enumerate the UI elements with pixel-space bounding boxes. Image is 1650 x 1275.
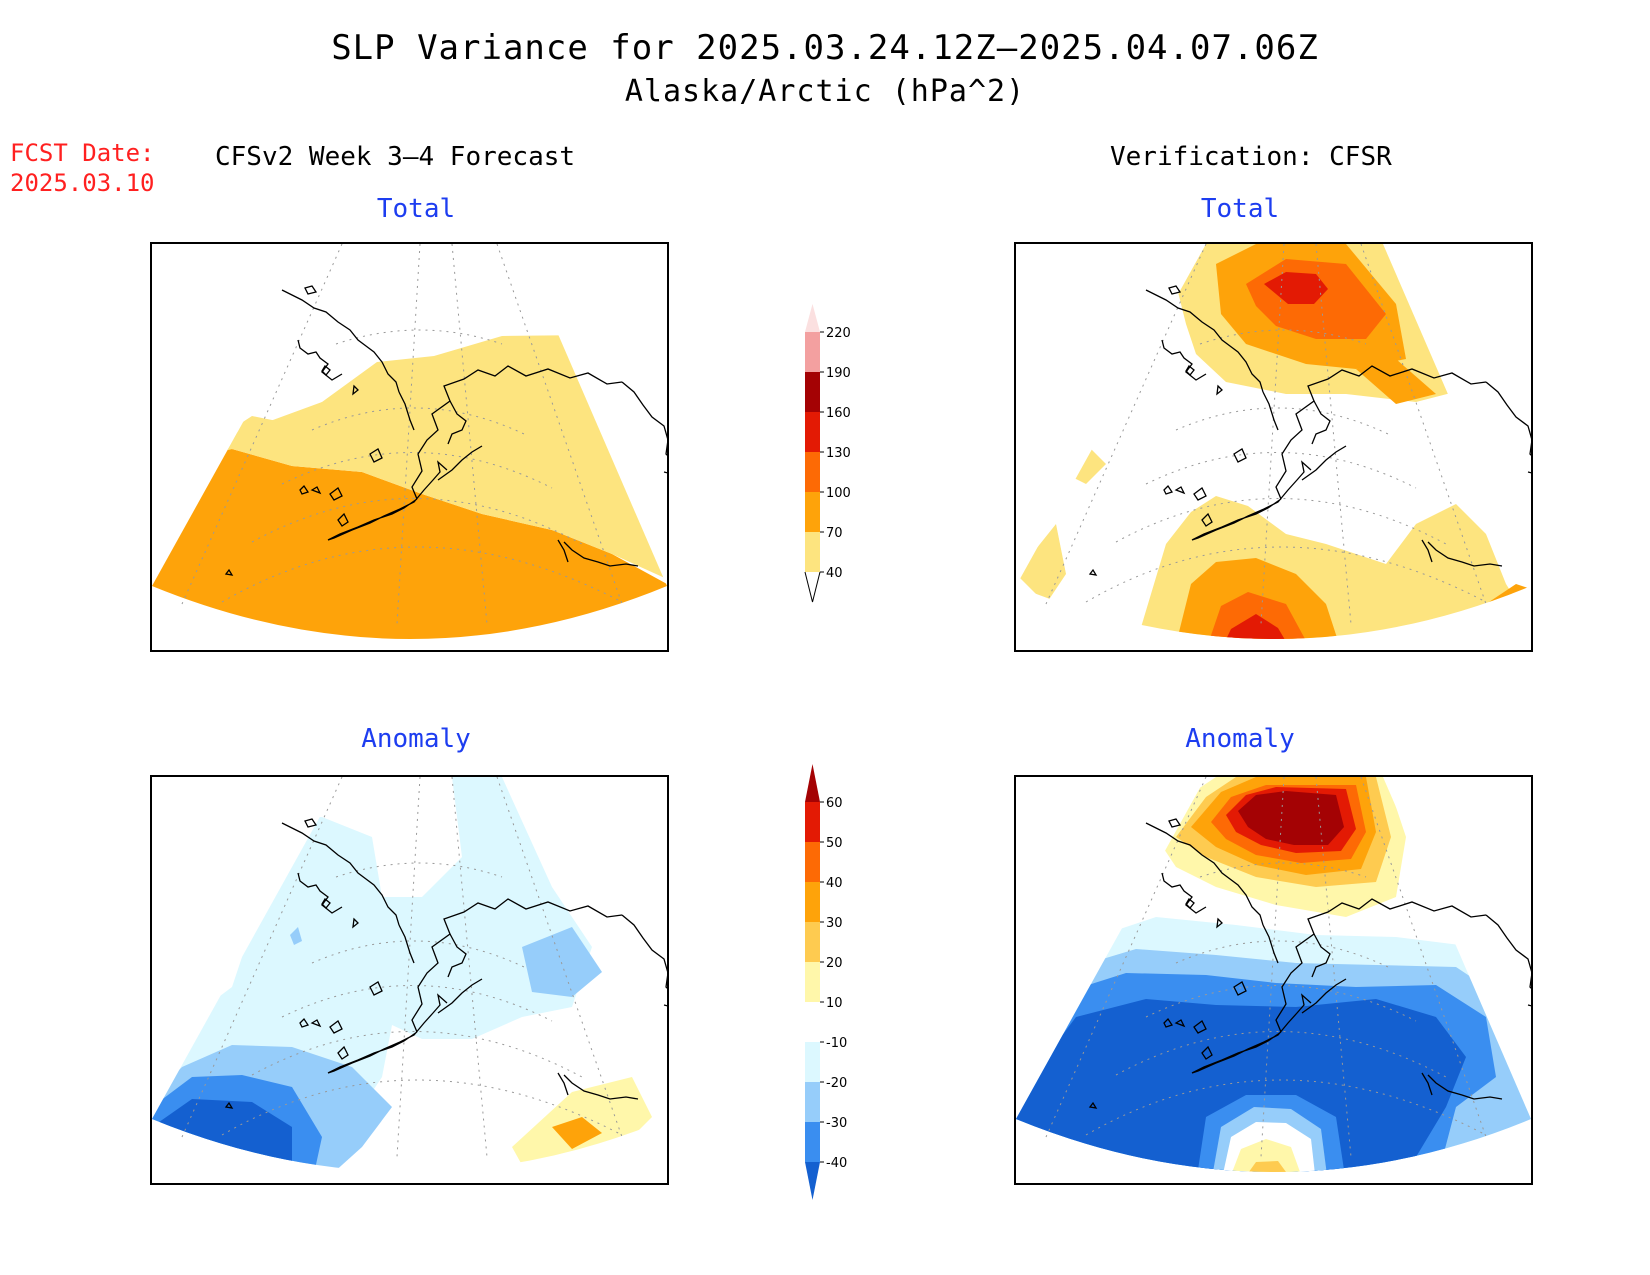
anomaly-colorbar-tick-label: -40 — [826, 1156, 847, 1171]
anomaly-colorbar-segment — [805, 962, 820, 1002]
total-colorbar-tick-label: 220 — [826, 326, 851, 341]
total-colorbar-segment — [805, 532, 820, 572]
anomaly-colorbar-tick-label: 10 — [826, 996, 843, 1011]
anomaly-colorbar: -40 -30 -20 -10 10 20 30 40 50 60 — [800, 752, 890, 1202]
total-colorbar-segment — [805, 412, 820, 452]
total-colorbar-segment — [805, 452, 820, 492]
total-colorbar: 40 70 100 130 160 190 220 — [800, 282, 890, 612]
forecast-total-map — [150, 242, 669, 652]
anomaly-colorbar-tick-label: 40 — [826, 876, 843, 891]
total-colorbar-top-arrow — [805, 304, 820, 332]
chart-title: SLP Variance for 2025.03.24.12Z–2025.04.… — [331, 28, 1319, 68]
anomaly-colorbar-tick-label: 30 — [826, 916, 843, 931]
verification-anomaly-map — [1014, 775, 1533, 1185]
verification-total-map — [1014, 242, 1533, 652]
anomaly-colorbar-segment — [805, 882, 820, 922]
anomaly-colorbar-segment — [805, 842, 820, 882]
forecast-column-heading: CFSv2 Week 3–4 Forecast — [215, 142, 576, 172]
verification-column-heading: Verification: CFSR — [1110, 142, 1392, 172]
anomaly-colorbar-tick-label: 60 — [826, 796, 843, 811]
anomaly-colorbar-segment — [805, 1122, 820, 1162]
total-colorbar-bottom-arrow — [804, 571, 821, 603]
anomaly-colorbar-tick-label: 50 — [826, 836, 843, 851]
verification-anomaly-title: Anomaly — [1185, 724, 1295, 754]
forecast-anomaly-map — [150, 775, 669, 1185]
forecast-date-label: FCST Date: — [10, 139, 155, 167]
chart-subtitle: Alaska/Arctic (hPa^2) — [624, 74, 1026, 109]
total-colorbar-tick-label: 70 — [826, 526, 843, 541]
total-colorbar-tick-label: 40 — [826, 566, 843, 581]
anomaly-colorbar-top-arrow — [805, 764, 820, 802]
forecast-date-value: 2025.03.10 — [10, 169, 155, 197]
total-colorbar-tick-label: 160 — [826, 406, 851, 421]
anomaly-colorbar-bottom-arrow — [805, 1162, 820, 1200]
anomaly-colorbar-segment — [805, 802, 820, 842]
verification-total-title: Total — [1200, 194, 1280, 224]
anomaly-colorbar-tick-label: 20 — [826, 956, 843, 971]
total-colorbar-segment — [805, 492, 820, 532]
total-colorbar-segment — [805, 372, 820, 412]
total-colorbar-tick-label: 190 — [826, 366, 851, 381]
anomaly-colorbar-tick-label: -10 — [826, 1036, 847, 1051]
anomaly-colorbar-segment — [805, 922, 820, 962]
anomaly-colorbar-segment — [805, 1082, 820, 1122]
total-colorbar-segment — [805, 332, 820, 372]
forecast-date-block: FCST Date: 2025.03.10 — [10, 138, 155, 198]
anomaly-colorbar-tick-label: -30 — [826, 1116, 847, 1131]
total-colorbar-tick-label: 100 — [826, 486, 851, 501]
anomaly-colorbar-segment — [805, 1042, 820, 1082]
total-colorbar-tick-label: 130 — [826, 446, 851, 461]
forecast-anomaly-title: Anomaly — [361, 724, 471, 754]
anomaly-colorbar-segment — [805, 1002, 820, 1042]
anomaly-colorbar-tick-label: -20 — [826, 1076, 847, 1091]
forecast-total-title: Total — [376, 194, 456, 224]
